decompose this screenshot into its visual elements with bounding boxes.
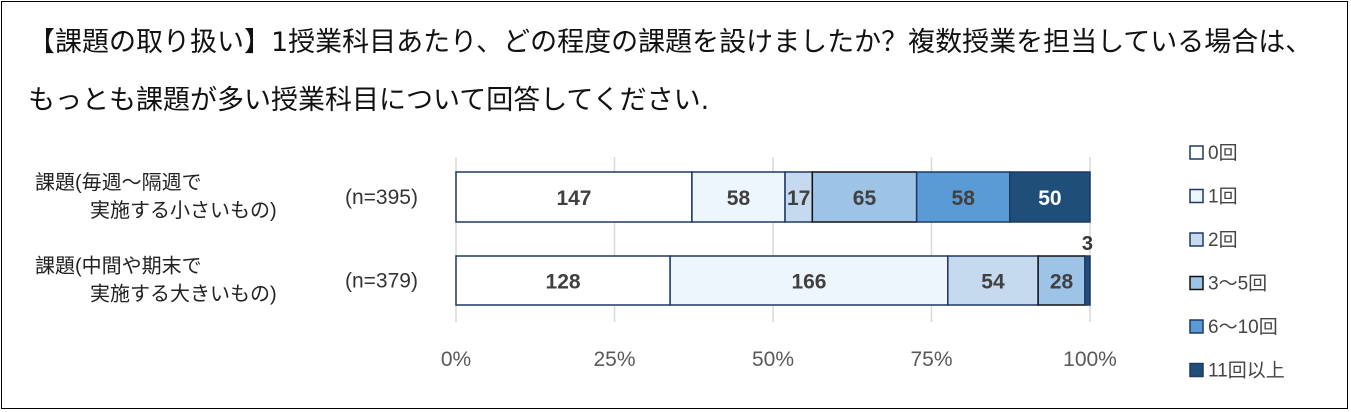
x-tick-label: 50% <box>752 348 794 371</box>
legend-label: 6～10回 <box>1208 317 1278 338</box>
data-label: 147 <box>556 187 591 210</box>
data-label: 17 <box>787 187 810 210</box>
legend-label: 3～5回 <box>1208 274 1267 295</box>
x-tick-label: 25% <box>593 348 635 371</box>
legend-label: 0回 <box>1208 143 1238 164</box>
legend-label: 11回以上 <box>1208 360 1285 382</box>
legend-swatch <box>1189 232 1204 247</box>
bar-segment <box>455 171 693 223</box>
data-label: 58 <box>727 187 751 210</box>
legend-swatch <box>1189 362 1204 378</box>
category-label-line1: 課題(中間や期末で <box>35 255 202 278</box>
data-label: 3 <box>1082 233 1093 255</box>
x-tick-label: 0% <box>441 348 471 371</box>
bar-segment <box>1037 255 1086 306</box>
bar-segment <box>669 255 949 306</box>
category-label-line2: 実施する小さいもの) <box>90 199 277 222</box>
data-label: 50 <box>1038 187 1061 210</box>
x-tick-label: 75% <box>910 348 952 371</box>
data-label: 128 <box>546 271 581 294</box>
category-label-line2: 実施する大きいもの) <box>90 283 277 306</box>
legend-swatch <box>1189 319 1204 334</box>
category-n-label: (n=379) <box>345 270 418 293</box>
category-label-line1: 課題(毎週～隔週で <box>35 171 202 194</box>
legend-swatch <box>1189 275 1204 291</box>
legend-label: 2回 <box>1208 230 1238 251</box>
category-n-label: (n=395) <box>345 186 418 209</box>
data-label: 28 <box>1050 271 1074 294</box>
legend-swatch <box>1189 188 1204 204</box>
bar-segment <box>1084 255 1091 306</box>
chart-title: 【課題の取り扱い】1授業科目あたり、どの程度の課題を設けましたか？複数授業を担当… <box>28 27 1313 116</box>
data-label: 65 <box>853 187 877 210</box>
data-label: 58 <box>952 187 976 210</box>
data-label: 166 <box>791 271 826 294</box>
data-label: 54 <box>981 271 1005 294</box>
bar-segment <box>455 255 671 306</box>
bar-segment <box>1008 171 1091 223</box>
x-tick-label: 100% <box>1063 348 1117 371</box>
legend-label: 1回 <box>1208 187 1238 208</box>
legend-swatch <box>1189 145 1204 160</box>
bar-segment <box>915 171 1011 223</box>
